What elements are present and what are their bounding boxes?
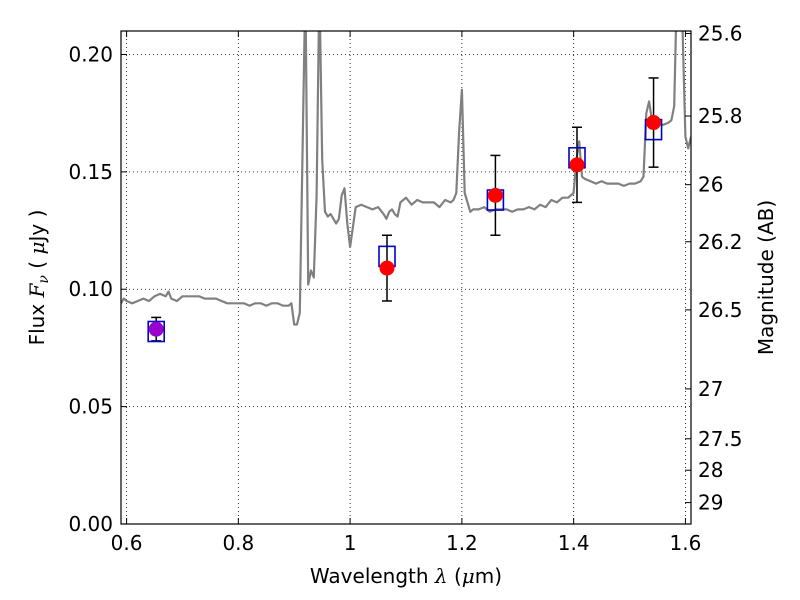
model-spectrum-line: [121, 31, 691, 326]
x-tick-label: 1.2: [446, 531, 478, 555]
plot-frame: [120, 30, 692, 525]
observed-flux-point: [148, 321, 164, 337]
right-tick-label: 29: [698, 491, 723, 515]
x-axis-title: Wavelength λ (μm): [310, 564, 502, 588]
y-tick-label: 0.10: [68, 277, 113, 301]
right-tick-label: 25.6: [698, 22, 743, 46]
right-tick-label: 26.2: [698, 230, 743, 254]
model-spectrum-layer: [121, 31, 691, 326]
observed-flux-point: [379, 260, 395, 276]
photometry-points-layer: [147, 77, 663, 343]
x-tick-label: 1.6: [670, 531, 702, 555]
y-tick-label: 0.15: [68, 160, 113, 184]
model-band-square: [147, 320, 166, 343]
right-tick-label: 26.5: [698, 298, 743, 322]
observed-flux-point: [646, 115, 662, 131]
right-tick-label: 27.5: [698, 427, 743, 451]
axis-ticks: 0.6 0.8 1 1.2 1.4 1.6 0.00 0.05 0.10 0.15 0.20 25.6…: [68, 22, 742, 555]
grid-lines: [121, 31, 691, 524]
y-axis-title: Flux Fν ( μJy ): [25, 210, 52, 346]
right-axis-title: Magnitude (AB): [754, 200, 778, 355]
x-tick-label: 1.4: [558, 531, 590, 555]
y-tick-label: 0.00: [68, 512, 113, 536]
right-tick-label: 26: [698, 173, 723, 197]
y-tick-label: 0.05: [68, 395, 113, 419]
right-tick-label: 25.8: [698, 104, 743, 128]
x-tick-label: 0.8: [222, 531, 254, 555]
right-tick-label: 27: [698, 377, 723, 401]
observed-flux-point: [569, 157, 585, 173]
x-tick-label: 0.6: [111, 531, 143, 555]
observed-flux-point: [487, 187, 503, 203]
y-tick-label: 0.20: [68, 42, 113, 66]
x-tick-label: 1: [344, 531, 357, 555]
right-tick-label: 28: [698, 458, 723, 482]
